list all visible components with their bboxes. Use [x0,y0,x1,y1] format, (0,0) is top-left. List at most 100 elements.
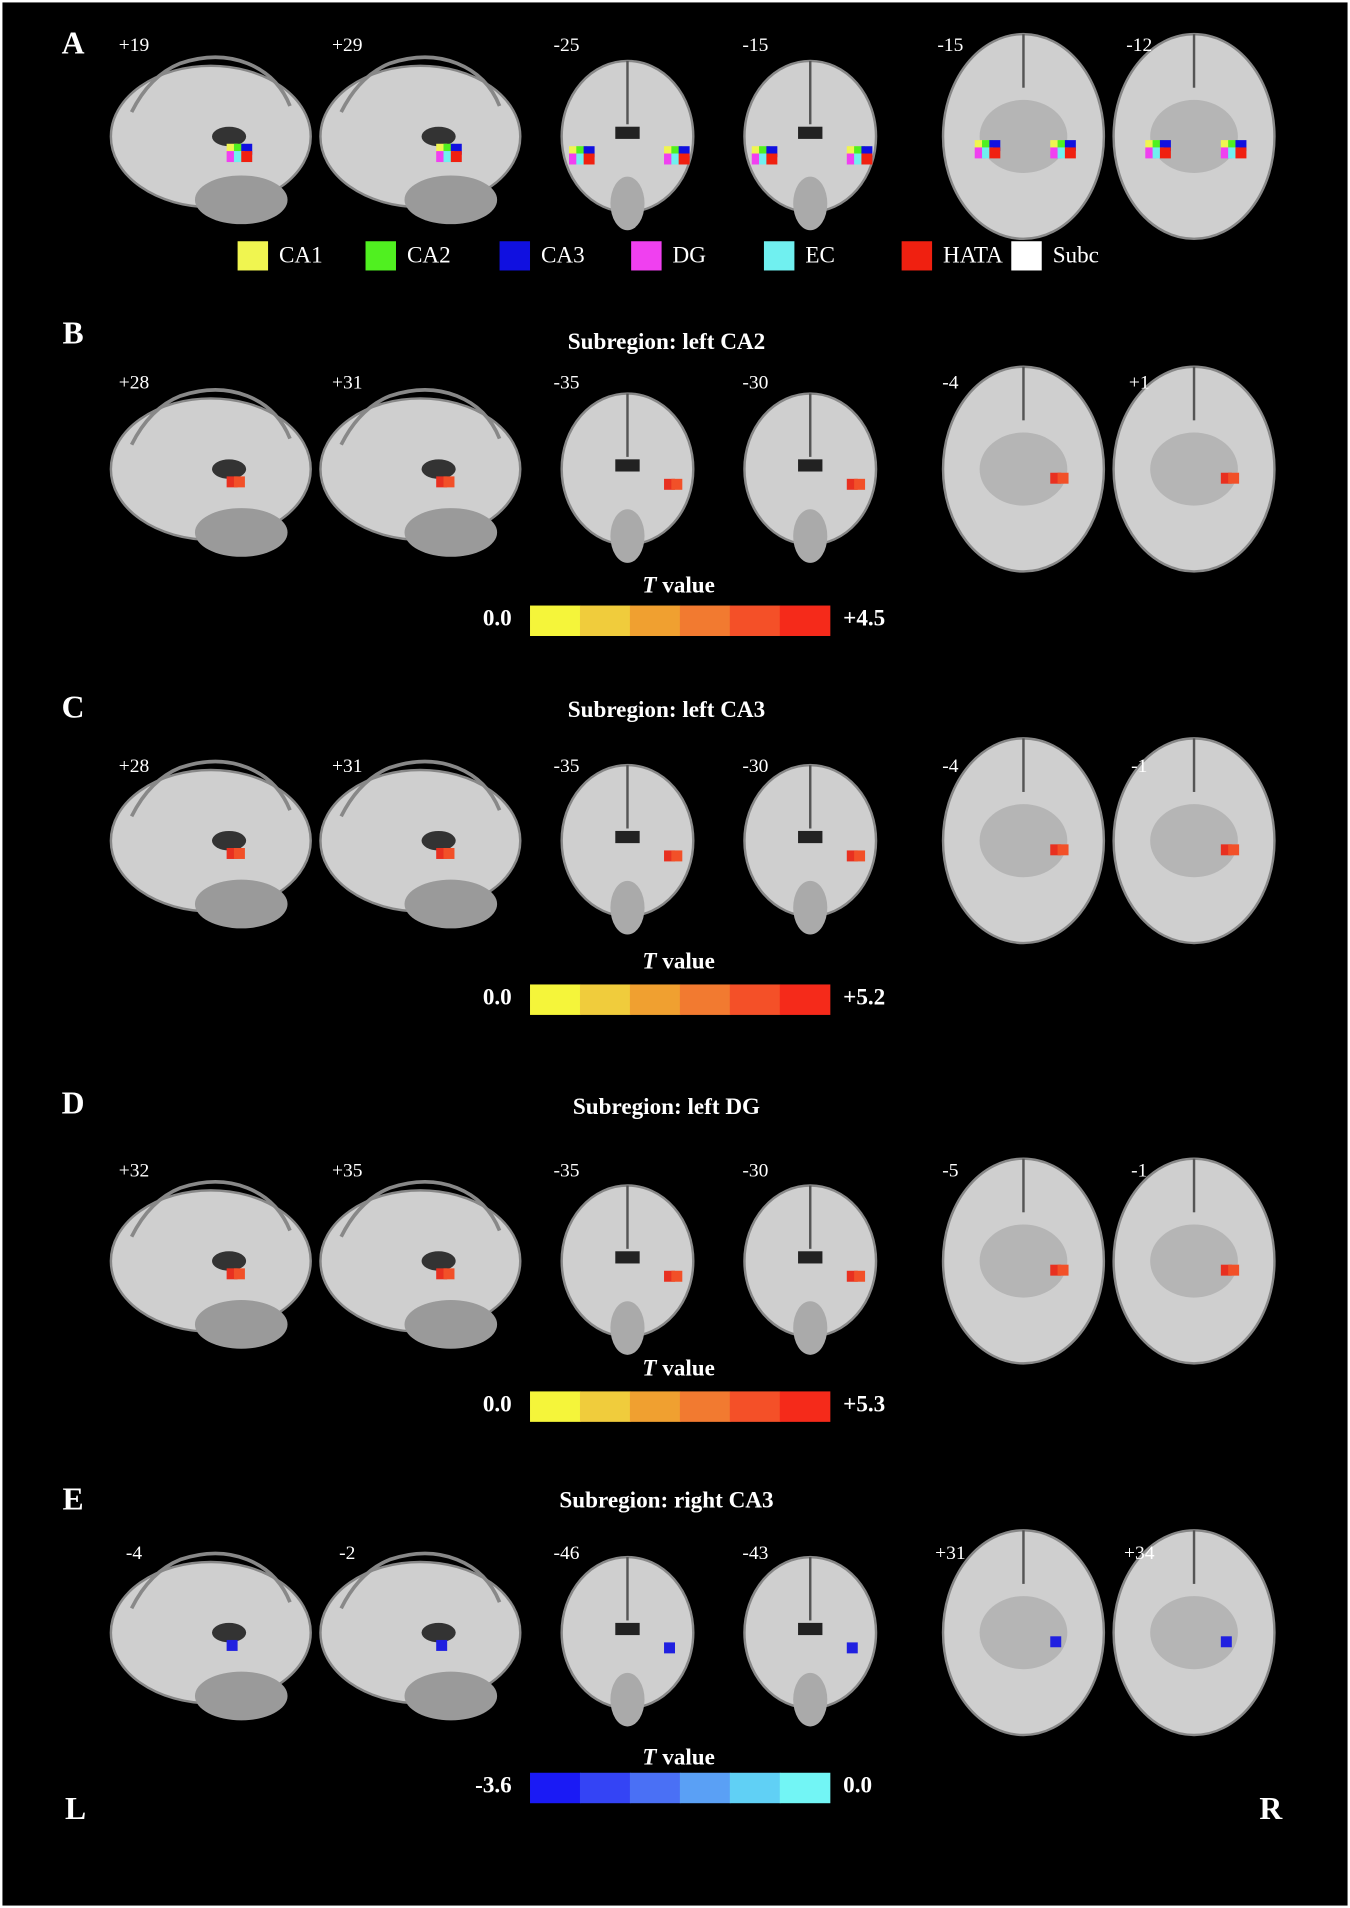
deep-matter [979,1596,1068,1670]
slice-coordinate: -30 [742,1161,768,1182]
colorbar-symbol: T [642,1356,657,1382]
legend-label: EC [805,242,835,268]
highlight-region [1159,147,1171,159]
brain-slice [109,1551,312,1721]
highlight-region [1220,1636,1232,1648]
highlight-region [436,848,448,859]
highlight-region [846,146,858,158]
colorbar-segment [729,1391,781,1422]
legend-label: DG [673,242,706,268]
colorbar-max: +5.2 [843,984,885,1010]
colorbar-segment [779,605,831,636]
cerebellum [194,508,288,557]
brainstem [793,1301,828,1355]
deep-matter [1150,1596,1238,1670]
highlight-region [576,146,588,158]
panel-subtitle: Subregion: left CA3 [568,697,765,723]
slice-coordinate: -12 [1126,35,1152,56]
highlight-region [1152,140,1164,152]
highlight-region [226,1268,238,1280]
colorbar-segment [729,605,781,636]
highlight-region [766,146,778,158]
highlight-region [1228,472,1240,484]
highlight-region [583,146,595,158]
colorbar-min: -3.6 [475,1773,512,1799]
ventricle [615,1251,640,1264]
slice-coordinate: +28 [119,372,149,393]
slice-coordinate: -35 [554,756,580,777]
highlight-region [664,146,675,158]
brainstem [793,1672,828,1727]
slice-coordinate: +28 [119,756,149,777]
slice-coordinate: -1 [1131,1161,1147,1182]
highlight-region [664,153,675,165]
cerebellum [404,1671,498,1721]
legend-swatch [237,241,269,271]
gyri [339,1180,502,1238]
brain-slice [1112,1529,1276,1737]
highlight-region [436,1268,448,1280]
colorbar-title: T value [642,949,715,975]
cerebellum [194,175,288,225]
deep-matter [979,432,1068,506]
highlight-region [974,140,986,152]
highlight-region [989,140,1001,152]
highlight-region [226,151,238,163]
highlight-region [671,1270,683,1282]
highlight-region [751,146,763,158]
highlight-region [1057,147,1069,159]
gyri [129,759,292,818]
slice-coordinate: -5 [942,1161,958,1182]
highlight-region [233,476,245,488]
highlight-region [1064,147,1076,159]
colorbar-segment [629,984,681,1015]
highlight-region [664,1642,675,1654]
slice-coordinate: -4 [942,756,958,777]
ventricle [798,1251,823,1264]
ventricle [798,459,823,472]
brain-slice [1112,365,1276,573]
highlight-region [1152,147,1164,159]
ventricle [615,830,640,844]
highlight-region [241,151,253,163]
highlight-region [846,1270,858,1282]
deep-matter [979,804,1068,878]
slice-coordinate: +34 [1124,1543,1155,1564]
highlight-region [1145,140,1157,152]
brain-slice [941,365,1106,573]
slice-coordinate: +1 [1129,372,1150,393]
panel-subtitle: Subregion: right CA3 [559,1488,773,1514]
highlight-region [450,151,462,163]
ventricle [798,830,823,844]
slice-coordinate: -35 [554,372,580,393]
colorbar-segment [679,984,731,1015]
slice-coordinate: -1 [1131,756,1147,777]
colorbar-segment [779,1772,831,1804]
gyri [129,1180,292,1238]
panel-label: C [62,690,85,725]
ventricle [798,126,823,139]
slice-coordinate: +32 [119,1161,149,1182]
highlight-region [982,140,993,152]
brainstem [793,176,828,231]
highlight-region [664,478,675,490]
colorbar-segment [579,984,631,1015]
brainstem [610,1672,645,1727]
brain-slice [560,1555,695,1727]
slice-coordinate: -43 [742,1543,768,1564]
panel-label: D [62,1086,85,1121]
colorbar-segment [729,984,781,1015]
slice-coordinate: +31 [332,372,362,393]
slice-coordinate: +31 [332,756,362,777]
brainstem [610,176,645,231]
highlight-region [233,848,245,859]
colorbar-max: +4.5 [843,605,885,631]
legend-swatch [1011,241,1042,271]
cerebellum [404,879,498,929]
highlight-region [861,146,873,158]
deep-matter [1150,1224,1238,1298]
highlight-region [846,1642,858,1654]
brain-slice [319,388,522,557]
highlight-region [678,153,690,165]
